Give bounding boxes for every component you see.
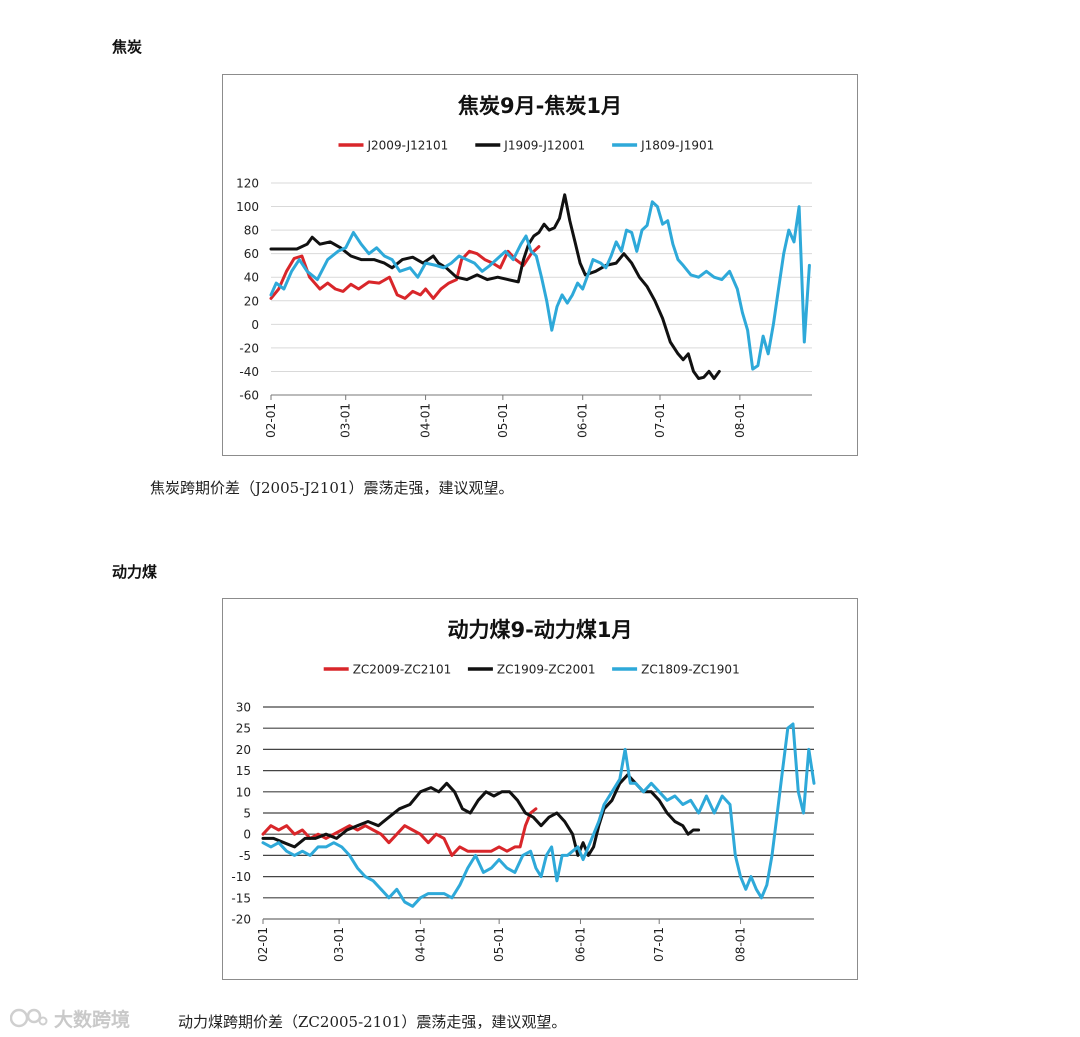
thermal-coal-chart-title: 动力煤9-动力煤1月 <box>448 618 633 642</box>
thermal-coal-chart-ytick-4: 0 <box>243 828 251 842</box>
watermark-text: 大数跨境 <box>54 1008 131 1031</box>
coke-chart-ytick-0: -60 <box>239 389 259 403</box>
thermal-coal-chart-ytick-2: -10 <box>231 870 251 884</box>
thermal-coal-chart-series-line-0 <box>261 807 538 857</box>
coke-chart-xtick-4: 06-01 <box>576 403 590 438</box>
thermal-coal-chart-series-line-1 <box>261 773 701 857</box>
thermal-coal-chart-legend-label-0: ZC2009-ZC2101 <box>353 663 452 677</box>
coke-chart-legend: J2009-J12101 J1909-J12001 J1809-J1901 <box>338 139 714 153</box>
coke-chart-xtick-0: 02-01 <box>264 403 278 438</box>
thermal-coal-chart-legend-label-2: ZC1809-ZC1901 <box>641 663 740 677</box>
coke-chart-series-line-1 <box>269 193 721 380</box>
coke-chart-legend-label-0: J2009-J12101 <box>367 139 449 153</box>
coke-chart-xtick-5: 07-01 <box>653 403 667 438</box>
coke-chart-ytick-7: 80 <box>244 224 259 238</box>
coke-chart-ytick-2: -20 <box>239 341 259 355</box>
coke-chart-xtick-6: 08-01 <box>733 403 747 438</box>
coke-chart-series-line-0 <box>269 245 541 300</box>
coke-caption: 焦炭跨期价差（J2005-J2101）震荡走强，建议观望。 <box>150 479 514 497</box>
coke-chart-title: 焦炭9月-焦炭1月 <box>457 94 622 118</box>
thermal-coal-chart-legend-label-1: ZC1909-ZC2001 <box>497 663 596 677</box>
thermal-coal-chart-ytick-0: -20 <box>231 913 251 927</box>
thermal-coal-chart-xtick-5: 07-01 <box>652 927 666 962</box>
coke-chart-ytick-5: 40 <box>244 271 259 285</box>
thermal-coal-chart-legend: ZC2009-ZC2101 ZC1909-ZC2001 ZC1809-ZC1901 <box>323 663 740 677</box>
thermal-coal-chart-ytick-8: 20 <box>236 743 251 757</box>
thermal-coal-chart-xtick-6: 08-01 <box>734 927 748 962</box>
coke-chart-xtick-2: 04-01 <box>419 403 433 438</box>
thermal-coal-chart-xtick-0: 02-01 <box>256 927 270 962</box>
section-title-thermal-coal: 动力煤 <box>112 563 158 581</box>
thermal-coal-chart-xtick-4: 06-01 <box>573 927 587 962</box>
thermal-coal-chart-series-line-2 <box>261 722 816 908</box>
coke-chart-legend-label-2: J1809-J1901 <box>640 139 714 153</box>
coke-chart-ytick-6: 60 <box>244 247 259 261</box>
coke-chart-ytick-4: 20 <box>244 294 259 308</box>
thermal-coal-chart-ytick-7: 15 <box>236 764 251 778</box>
thermal-coal-chart-xtick-3: 05-01 <box>492 927 506 962</box>
coke-chart-legend-label-1: J1909-J12001 <box>503 139 585 153</box>
thermal-coal-chart-xtick-1: 03-01 <box>332 927 346 962</box>
watermark: 大数跨境 <box>10 1004 130 1032</box>
coke-chart: 焦炭9月-焦炭1月 J2009-J12101 J1909-J12001 J1809-J… <box>222 74 858 456</box>
thermal-coal-chart-ytick-5: 5 <box>243 807 251 821</box>
thermal-coal-chart-svg: 动力煤9-动力煤1月 ZC2009-ZC2101 ZC1909-ZC2001 ZC18… <box>231 618 816 962</box>
coke-chart-svg: 焦炭9月-焦炭1月 J2009-J12101 J1909-J12001 J1809-J… <box>236 94 812 438</box>
coke-chart-series-line-2 <box>269 200 811 371</box>
watermark-logo-icon <box>10 1008 48 1028</box>
coke-chart-ytick-9: 120 <box>236 177 259 191</box>
thermal-coal-chart-ytick-10: 30 <box>236 701 251 715</box>
coke-chart-xtick-1: 03-01 <box>339 403 353 438</box>
section-title-coke: 焦炭 <box>112 38 143 56</box>
thermal-coal-caption: 动力煤跨期价差（ZC2005-2101）震荡走强，建议观望。 <box>178 1013 567 1031</box>
coke-chart-ytick-1: -40 <box>239 365 259 379</box>
thermal-coal-chart-ytick-1: -15 <box>231 891 251 905</box>
coke-chart-ytick-8: 100 <box>236 200 259 214</box>
coke-chart-xtick-3: 05-01 <box>496 403 510 438</box>
coke-chart-ytick-3: 0 <box>251 318 259 332</box>
thermal-coal-chart-xtick-2: 04-01 <box>413 927 427 962</box>
thermal-coal-chart-ytick-3: -5 <box>239 849 251 863</box>
thermal-coal-chart-ytick-6: 10 <box>236 785 251 799</box>
thermal-coal-chart: 动力煤9-动力煤1月 ZC2009-ZC2101 ZC1909-ZC2001 ZC18… <box>222 598 858 980</box>
thermal-coal-chart-ytick-9: 25 <box>236 722 251 736</box>
